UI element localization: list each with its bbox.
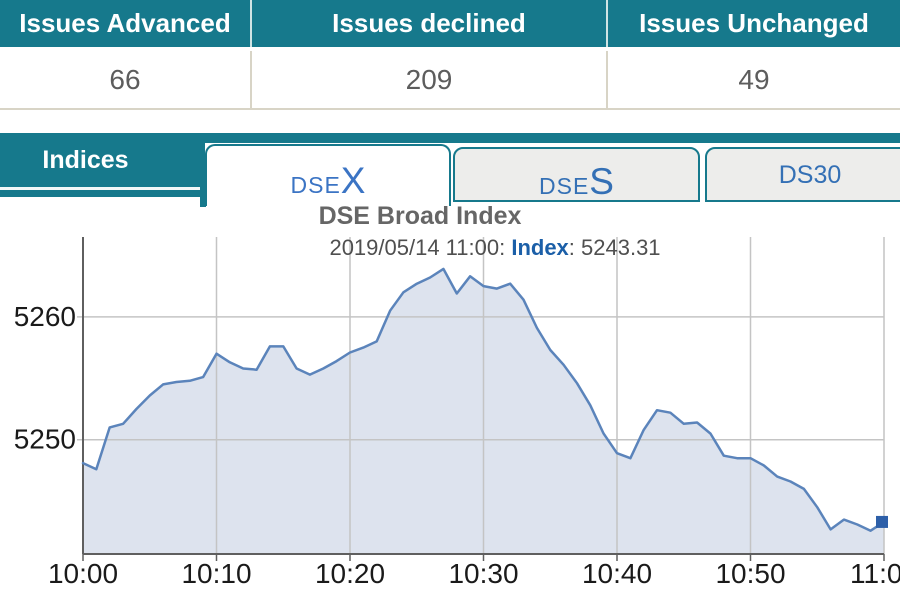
issues-unchanged-header: Issues Unchanged [639, 8, 869, 38]
issues-advanced-value: 66 [0, 51, 252, 108]
tab-ds30-label: DS30 [778, 161, 842, 189]
x-axis-label: 10:10 [181, 558, 251, 589]
issues-declined-header: Issues declined [252, 0, 608, 47]
last-point-marker [876, 515, 888, 528]
subtitle-index-label: Index [511, 235, 569, 260]
indices-underline-connector [200, 187, 206, 207]
indices-underline-white [0, 187, 200, 190]
x-axis-label: 10:00 [48, 558, 118, 589]
indices-section-label: Indices [0, 133, 205, 187]
issues-table-header: Issues Advanced Issues declined Issues U… [0, 0, 900, 47]
x-axis-label: 10:50 [715, 558, 785, 589]
tabbar-strip [0, 133, 900, 143]
subtitle-index-value: : 5243.31 [568, 235, 661, 260]
indices-underline-teal [0, 190, 205, 197]
issues-advanced-header: Issues Advanced [0, 0, 252, 47]
tab-dses[interactable]: DSE S [453, 147, 700, 202]
chart-title: DSE Broad Index [318, 202, 522, 230]
tab-dses-prefix: DSE [539, 173, 590, 199]
x-axis-label: 10:30 [448, 558, 518, 589]
issues-table-values: 66 209 49 [0, 51, 900, 110]
x-axis-label: 11:00 [850, 558, 900, 589]
tab-dsex[interactable]: DSE X [205, 144, 451, 206]
y-axis-label: 5250 [14, 424, 76, 455]
x-axis-label: 10:20 [315, 558, 385, 589]
x-axis-label: 10:40 [582, 558, 652, 589]
tab-ds30[interactable]: DS30 [705, 147, 900, 202]
tab-dses-suffix: S [589, 161, 614, 202]
area-series-line [81, 267, 886, 532]
y-axis-label: 5260 [14, 301, 76, 332]
chart-subtitle: 2019/05/14 11:00: Index: 5243.31 [0, 235, 900, 261]
subtitle-datetime: 2019/05/14 11:00: [329, 235, 512, 260]
tab-dsex-prefix: DSE [290, 172, 341, 198]
issues-declined-value: 209 [252, 51, 608, 108]
issues-unchanged-value: 49 [738, 63, 770, 95]
index-area-chart[interactable]: 10:00 10:10 10:20 10:30 10:40 10:50 11:00 5250 5… [0, 230, 900, 600]
tab-dsex-suffix: X [340, 160, 366, 201]
